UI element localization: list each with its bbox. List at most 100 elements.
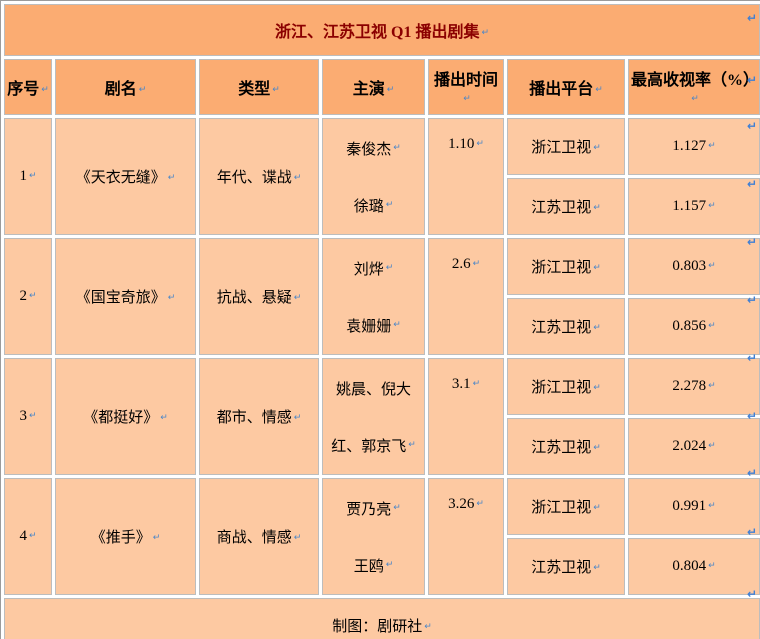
cell-show-name[interactable]: 《都挺好》 ↵ xyxy=(55,358,196,475)
cell-end-marker-icon: ↵ xyxy=(593,203,601,213)
cell-platform[interactable]: 浙江卫视 ↵ xyxy=(507,478,625,535)
cell-show-cast[interactable]: 姚晨、倪大 红、郭京飞 ↵ xyxy=(322,358,425,475)
cell-show-cast[interactable]: 秦俊杰 ↵ 徐璐 ↵ xyxy=(322,118,425,235)
cell-end-marker-icon: ↵ xyxy=(472,259,481,269)
table-title: 浙江、江苏卫视 Q1 播出剧集 xyxy=(275,24,480,41)
cell-end-marker-icon: ↵ xyxy=(167,293,176,303)
cell-platform[interactable]: 江苏卫视 ↵ xyxy=(507,538,625,595)
cast-line: 刘烨 ↵ xyxy=(325,240,422,297)
cell-show-genre[interactable]: 商战、情感 ↵ xyxy=(199,478,319,595)
cell-end-marker-icon: ↵ xyxy=(293,413,302,423)
header-cell-cast[interactable]: 主演 ↵ xyxy=(322,59,425,115)
cast-line: 姚晨、倪大 xyxy=(325,360,422,417)
show-name: 《国宝奇旅》 xyxy=(75,290,166,306)
cell-platform[interactable]: 江苏卫视 ↵ xyxy=(507,418,625,475)
header-cell-id[interactable]: 序号 ↵ xyxy=(4,59,52,115)
table-row: 2 ↵ 《国宝奇旅》 ↵ 抗战、悬疑 ↵ 刘烨 ↵ 袁姗姗 ↵ 2.6 ↵ 浙江卫视 ↵ 0.… xyxy=(4,238,760,355)
cell-air-date[interactable]: 1.10 ↵ xyxy=(428,118,504,235)
cell-end-marker-icon: ↵ xyxy=(28,291,37,301)
row-end-marker-icon: ↵ xyxy=(747,587,758,601)
cast-name: 贾乃亮 xyxy=(346,501,392,518)
cell-end-marker-icon: ↵ xyxy=(408,440,416,450)
cell-end-marker-icon: ↵ xyxy=(708,321,716,331)
platform-name: 浙江卫视 xyxy=(531,260,592,276)
show-name: 《天衣无缝》 xyxy=(75,170,166,186)
cell-air-date[interactable]: 3.26 ↵ xyxy=(428,478,504,595)
column-header: 播出平台 xyxy=(529,81,594,98)
cell-end-marker-icon: ↵ xyxy=(385,263,394,273)
rating-value: 1.127 xyxy=(672,138,707,154)
cell-rating[interactable]: 0.856 ↵ xyxy=(628,298,760,355)
cell-show-id[interactable]: 3 ↵ xyxy=(4,358,52,475)
column-header: 类型 xyxy=(238,81,271,98)
footer-credit-cell[interactable]: 制图：剧研社 ↵ xyxy=(4,598,760,639)
header-cell-platform[interactable]: 播出平台 ↵ xyxy=(507,59,625,115)
cell-platform[interactable]: 浙江卫视 ↵ xyxy=(507,358,625,415)
cell-end-marker-icon: ↵ xyxy=(708,201,716,211)
table-row: 江苏卫视 ↵ 1.157 ↵ xyxy=(4,178,760,235)
row-end-marker-icon: ↵ xyxy=(747,11,758,25)
table-title-cell[interactable]: 浙江、江苏卫视 Q1 播出剧集 ↵ xyxy=(4,4,760,56)
cell-end-marker-icon: ↵ xyxy=(593,503,601,513)
platform-name: 浙江卫视 xyxy=(531,500,592,516)
cell-end-marker-icon: ↵ xyxy=(293,533,302,543)
cell-rating[interactable]: 2.024 ↵ xyxy=(628,418,760,475)
cell-end-marker-icon: ↵ xyxy=(160,413,168,423)
cell-show-genre[interactable]: 抗战、悬疑 ↵ xyxy=(199,238,319,355)
cell-end-marker-icon: ↵ xyxy=(708,261,716,271)
cell-rating[interactable]: 0.991 ↵ xyxy=(628,478,760,535)
cell-rating[interactable]: 1.157 ↵ xyxy=(628,178,760,235)
cell-show-name[interactable]: 《推手》 ↵ xyxy=(55,478,196,595)
cell-show-genre[interactable]: 都市、情感 ↵ xyxy=(199,358,319,475)
table-row: 3 ↵ 《都挺好》 ↵ 都市、情感 ↵ 姚晨、倪大 红、郭京飞 ↵ 3.1 ↵ 浙江卫视 ↵… xyxy=(4,358,760,475)
cell-end-marker-icon: ↵ xyxy=(41,85,49,95)
cell-rating[interactable]: 1.127 ↵ xyxy=(628,118,760,175)
cell-end-marker-icon: ↵ xyxy=(708,441,716,451)
cell-show-name[interactable]: 《天衣无缝》 ↵ xyxy=(55,118,196,235)
platform-name: 江苏卫视 xyxy=(531,440,592,456)
cell-end-marker-icon: ↵ xyxy=(385,200,394,210)
show-id: 2 xyxy=(19,288,27,304)
show-name: 《都挺好》 xyxy=(83,410,159,426)
cast-name: 红、郭京飞 xyxy=(331,438,407,455)
cell-show-id[interactable]: 4 ↵ xyxy=(4,478,52,595)
show-id: 1 xyxy=(19,168,27,184)
cell-show-cast[interactable]: 刘烨 ↵ 袁姗姗 ↵ xyxy=(322,238,425,355)
cell-show-cast[interactable]: 贾乃亮 ↵ 王鸥 ↵ xyxy=(322,478,425,595)
cell-show-name[interactable]: 《国宝奇旅》 ↵ xyxy=(55,238,196,355)
cell-end-marker-icon: ↵ xyxy=(595,85,603,95)
cast-name: 王鸥 xyxy=(353,558,384,575)
row-end-marker-icon: ↵ xyxy=(747,293,758,307)
cell-platform[interactable]: 江苏卫视 ↵ xyxy=(507,298,625,355)
rating-value: 0.856 xyxy=(672,318,707,334)
row-end-marker-icon: ↵ xyxy=(747,235,758,249)
cell-show-genre[interactable]: 年代、谍战 ↵ xyxy=(199,118,319,235)
cell-rating[interactable]: 0.804 ↵ xyxy=(628,538,760,595)
air-date: 1.10 xyxy=(448,136,475,152)
cell-end-marker-icon: ↵ xyxy=(393,143,401,153)
cell-end-marker-icon: ↵ xyxy=(28,411,37,421)
header-cell-genre[interactable]: 类型 ↵ xyxy=(199,59,319,115)
header-cell-name[interactable]: 剧名 ↵ xyxy=(55,59,196,115)
cell-platform[interactable]: 江苏卫视 ↵ xyxy=(507,178,625,235)
header-cell-airdate[interactable]: 播出时间 ↵ xyxy=(428,59,504,115)
cell-show-id[interactable]: 1 ↵ xyxy=(4,118,52,235)
cell-platform[interactable]: 浙江卫视 ↵ xyxy=(507,238,625,295)
table-row: 1 ↵ 《天衣无缝》 ↵ 年代、谍战 ↵ 秦俊杰 ↵ 徐璐 ↵ 1.10 ↵ 浙江卫视 ↵ 1… xyxy=(4,118,760,235)
cell-end-marker-icon: ↵ xyxy=(293,173,302,183)
table-row: 江苏卫视 ↵ 2.024 ↵ xyxy=(4,418,760,475)
cell-end-marker-icon: ↵ xyxy=(424,621,432,632)
header-cell-rating[interactable]: 最高收视率（%）↵ xyxy=(628,59,760,115)
row-end-marker-icon: ↵ xyxy=(747,73,758,87)
cell-end-marker-icon: ↵ xyxy=(593,443,601,453)
cell-platform[interactable]: 浙江卫视 ↵ xyxy=(507,118,625,175)
cell-rating[interactable]: 0.803 ↵ xyxy=(628,238,760,295)
cell-rating[interactable]: 2.278 ↵ xyxy=(628,358,760,415)
cell-end-marker-icon: ↵ xyxy=(272,85,280,95)
cell-end-marker-icon: ↵ xyxy=(708,381,716,391)
cell-air-date[interactable]: 2.6 ↵ xyxy=(428,238,504,355)
cell-show-id[interactable]: 2 ↵ xyxy=(4,238,52,355)
cell-air-date[interactable]: 3.1 ↵ xyxy=(428,358,504,475)
show-id: 3 xyxy=(19,408,27,424)
cell-end-marker-icon: ↵ xyxy=(593,143,601,153)
